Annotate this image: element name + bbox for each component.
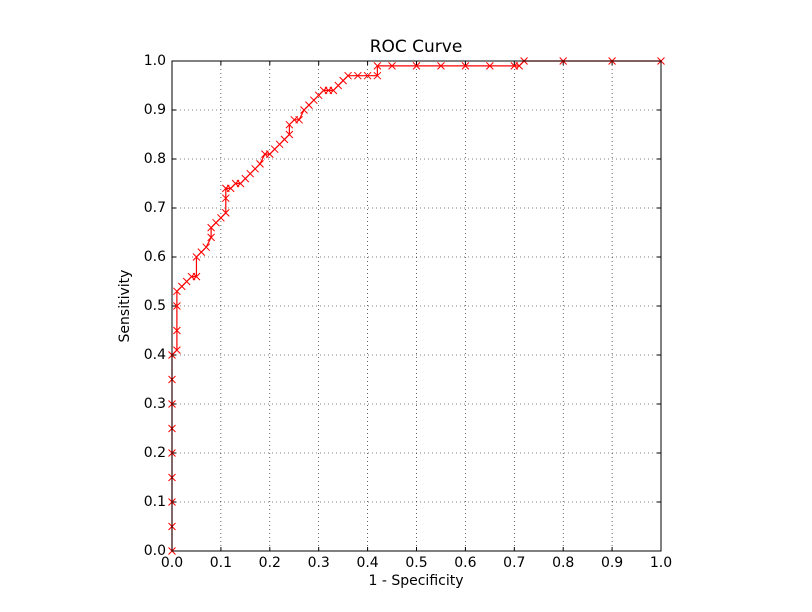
marker (363, 71, 372, 80)
x-tick-label: 0.8 (552, 555, 574, 571)
x-tick-label: 1.0 (650, 555, 672, 571)
y-tick-label: 0.4 (144, 347, 166, 363)
x-tick-label: 0.3 (308, 555, 330, 571)
marker (173, 326, 181, 335)
marker (344, 71, 352, 80)
x-tick-label: 0.0 (161, 555, 183, 571)
y-tick-label: 0.7 (144, 200, 166, 216)
y-tick-label: 0.6 (144, 249, 166, 265)
roc-line (171, 60, 661, 551)
y-tick-label: 0.3 (144, 396, 166, 412)
marker (221, 194, 230, 203)
x-tick-label: 0.1 (210, 555, 232, 571)
marker (295, 115, 303, 124)
y-tick-label: 0.0 (144, 543, 166, 559)
y-tick-label: 0.1 (144, 494, 166, 510)
marker (173, 302, 181, 310)
x-tick-label: 0.6 (454, 555, 476, 571)
plot-frame (171, 60, 662, 552)
marker (221, 209, 230, 217)
marker (173, 346, 181, 354)
y-tick-label: 0.2 (144, 445, 166, 461)
x-tick-label: 0.5 (405, 555, 427, 571)
marker (207, 233, 215, 242)
marker (485, 62, 494, 70)
marker (437, 62, 445, 70)
marker (388, 62, 396, 70)
marker (285, 130, 294, 139)
y-tick-label: 0.9 (144, 102, 166, 118)
marker (192, 272, 201, 281)
x-tick-label: 0.9 (601, 555, 623, 571)
x-tick-label: 0.7 (503, 555, 525, 571)
y-axis-label: Sensitivity (117, 270, 133, 343)
marker (373, 71, 382, 80)
marker (353, 71, 362, 80)
marker (202, 243, 211, 252)
marker (412, 62, 421, 70)
x-tick-label: 0.4 (356, 555, 378, 571)
marker (256, 160, 264, 168)
chart-title: ROC Curve (370, 37, 463, 57)
x-tick-label: 0.2 (259, 555, 281, 571)
y-tick-label: 0.8 (144, 151, 166, 167)
y-tick-label: 0.5 (144, 298, 166, 314)
y-tick-label: 1.0 (144, 53, 166, 69)
marker (461, 62, 470, 70)
marker (373, 62, 382, 70)
x-axis-label: 1 - Specificity (368, 573, 463, 589)
